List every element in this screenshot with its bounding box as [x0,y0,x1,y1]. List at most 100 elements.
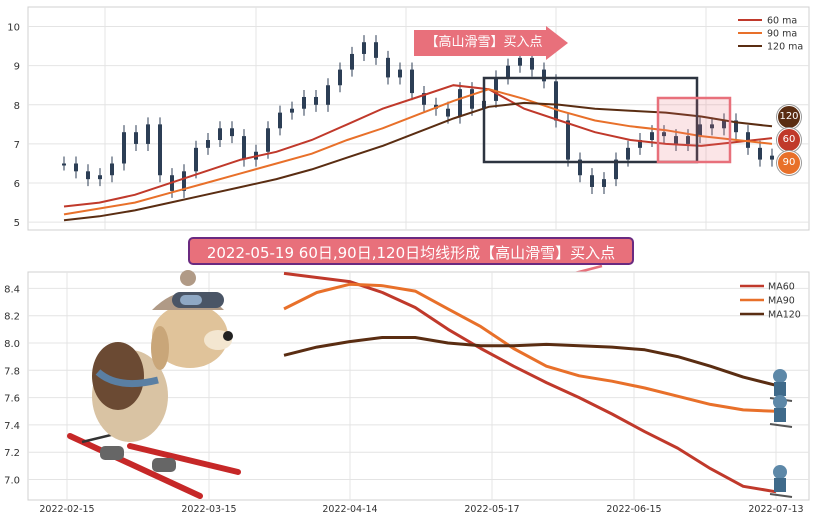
price-line-60-ma [63,84,773,208]
candle-body [506,65,510,78]
skier-marker-ma90 [769,395,793,428]
ma-y-tick-label: 7.6 [4,394,20,405]
ma-lines [283,271,777,494]
candle-body [710,124,714,129]
price-legend-label: 60 ma [767,16,797,27]
candle-body [446,108,450,117]
candle-body [62,163,66,166]
ma-y-tick-label: 8.4 [4,284,20,295]
candle-body [398,69,402,78]
candle-body [650,132,654,141]
ma-x-tick-label: 2022-05-17 [464,504,519,515]
candle-body [458,89,462,117]
candle-body [278,112,282,129]
candle-body [722,120,726,129]
buy-point-arrow: 【高山滑雪】买入点 [414,26,568,60]
candle-body [122,132,126,164]
price-y-tick-label: 7 [14,140,20,151]
candle-body [242,136,246,160]
ma-line-MA60 [283,271,777,494]
price-legend-label: 90 ma [767,29,797,40]
price-ma-lines [63,84,773,222]
ma-x-tick-label: 2022-06-15 [606,504,661,515]
ma-y-tick-label: 8.2 [4,312,20,323]
candle-body [326,85,330,105]
badge-ma60: 60 [777,128,801,152]
skier-marker-ma60 [769,465,793,498]
ma-y-tick-label: 8.0 [4,339,20,350]
ma-y-tick-label: 7.0 [4,476,20,487]
ma-y-ticks: 7.0 7.2 7.4 7.6 7.8 8.0 8.2 8.4 [4,284,20,486]
ma-legend-label: MA90 [768,296,795,307]
signal-banner: 2022-05-19 60日,90日,120日均线形成【高山滑雪】买入点 [188,237,634,265]
skiing-puppy-illustration [67,270,241,499]
price-y-tick-label: 9 [14,62,20,73]
candle-body [530,57,534,70]
candle-body [626,147,630,160]
ma-x-tick-label: 2022-03-15 [181,504,236,515]
candle-body [74,163,78,172]
ma-x-tick-label: 2022-04-14 [322,504,377,515]
candle-body [182,171,186,191]
badge-ma90: 90 [777,151,801,175]
candle-body [302,96,306,109]
candle-body [110,163,114,176]
candle-body [146,124,150,144]
candle-body [338,69,342,86]
price-line-120-ma [63,101,773,222]
candle-body [638,140,642,148]
ma-x-ticks: 2022-02-15 2022-03-15 2022-04-14 2022-05-17… [39,504,803,515]
candle-body [98,175,102,180]
candle-body [314,96,318,105]
price-legend: 60 ma 90 ma 120 ma [738,16,803,53]
price-y-ticks: 5 6 7 8 9 10 [7,23,20,230]
candle-body [470,89,474,109]
candle-body [218,128,222,141]
candle-body [698,124,702,137]
candle-body [542,69,546,82]
candle-body [662,132,666,137]
buy-zone-box [656,96,732,164]
ma-y-tick-label: 7.8 [4,366,20,377]
price-line-90-ma [63,88,773,216]
candle-body [362,42,366,54]
candle-body [158,124,162,176]
candle-body [290,108,294,113]
candle-body [422,93,426,105]
price-y-tick-label: 10 [7,23,20,34]
candle-body [614,159,618,180]
candle-body [770,155,774,160]
candle-body [602,179,606,187]
ma-legend-label: MA120 [768,310,801,321]
candle-body [566,120,570,160]
candle-body [674,136,678,144]
candle-body [134,132,138,144]
candle-body [230,128,234,137]
candle-body [590,175,594,187]
price-y-tick-label: 6 [14,179,20,190]
candle-body [386,57,390,78]
ma-legend-label: MA60 [768,282,795,293]
skier-marker-ma120 [769,369,793,402]
candle-body [350,53,354,70]
price-y-tick-label: 5 [14,218,20,229]
candle-body [374,42,378,58]
ma-x-tick-label: 2022-07-13 [748,504,803,515]
candle-body [518,57,522,66]
candle-body [266,128,270,152]
ma-x-tick-label: 2022-02-15 [39,504,94,515]
candle-body [194,147,198,172]
price-y-tick-label: 8 [14,101,20,112]
ma-line-MA90 [283,282,777,413]
candle-body [410,69,414,94]
consolidation-box [482,76,699,164]
candle-body [758,147,762,160]
candle-body [686,136,690,144]
buy-point-label: 【高山滑雪】买入点 [425,35,543,50]
price-chart: 5 6 7 8 9 10 60 ma 90 ma 120 ma [7,6,810,231]
ma-chart: 7.07.27.47.67.88.08.28.4 2022-02-15 2022-… [4,270,810,515]
candle-body [554,81,558,121]
candle-body [734,120,738,133]
candle-body [494,77,498,101]
badge-ma120: 120 [777,105,801,129]
